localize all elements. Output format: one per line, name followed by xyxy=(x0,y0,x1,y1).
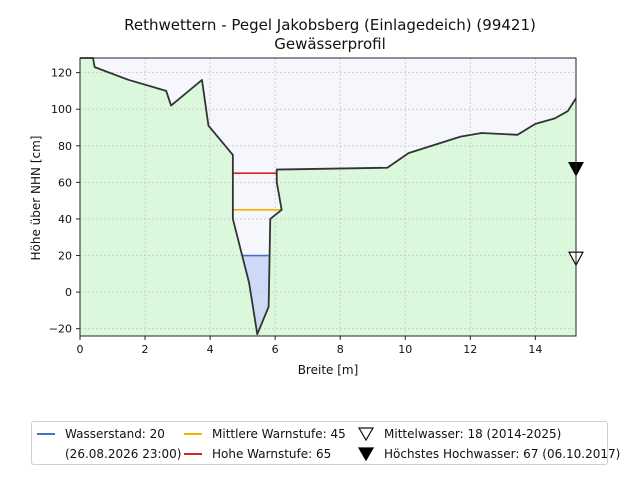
legend-label-wasserstand: Wasserstand: 20 xyxy=(65,427,165,441)
x-tick-label: 6 xyxy=(272,343,279,356)
legend-label-hoechstes-hochwasser: Höchstes Hochwasser: 67 (06.10.2017) xyxy=(384,447,621,461)
x-tick-label: 14 xyxy=(528,343,542,356)
legend-label-mittlere-warnstufe: Mittlere Warnstufe: 45 xyxy=(212,427,346,441)
plot-frame xyxy=(79,57,577,337)
x-tick-label: 0 xyxy=(77,343,84,356)
legend-label-hohe-warnstufe: Hohe Warnstufe: 65 xyxy=(212,447,332,461)
x-axis-label: Breite [m] xyxy=(298,363,359,377)
y-tick-label: −20 xyxy=(49,323,72,336)
y-tick-label: 80 xyxy=(58,140,72,153)
plot-area: 0 2 4 6 8 10 12 14 −20 0 20 40 60 80 100 120 xyxy=(49,57,584,356)
legend-swatch-hohe-warnstufe xyxy=(184,453,202,455)
legend-marker-hoechstes-hochwasser-icon xyxy=(358,447,374,462)
y-tick-label: 0 xyxy=(65,286,72,299)
legend-label-mittelwasser: Mittelwasser: 18 (2014-2025) xyxy=(384,427,562,441)
x-tick-label: 10 xyxy=(398,343,412,356)
y-tick-label: 60 xyxy=(58,176,72,189)
chart-canvas: Rethwettern - Pegel Jakobsberg (Einlaged… xyxy=(29,16,584,377)
legend-marker-mittelwasser-icon xyxy=(358,427,374,442)
legend: Wasserstand: 20 (26.08.2026 23:00) Mittl… xyxy=(31,421,620,465)
legend-swatch-mittlere-warnstufe xyxy=(184,433,202,435)
y-axis-label: Höhe über NHN [cm] xyxy=(29,136,43,261)
y-tick-label: 120 xyxy=(51,67,72,80)
y-tick-label: 40 xyxy=(58,213,72,226)
water-area xyxy=(242,255,270,335)
legend-label-wasserstand-date: (26.08.2026 23:00) xyxy=(65,447,182,461)
x-tick-label: 2 xyxy=(142,343,149,356)
ground-area xyxy=(80,58,576,336)
profile-line xyxy=(80,57,577,336)
x-tick-label: 4 xyxy=(207,343,214,356)
y-tick-label: 20 xyxy=(58,250,72,263)
x-tick-label: 8 xyxy=(337,343,344,356)
legend-swatch-wasserstand xyxy=(37,433,55,435)
x-tick-label: 12 xyxy=(463,343,477,356)
chart-subtitle: Gewässerprofil xyxy=(274,35,386,53)
y-tick-label: 100 xyxy=(51,103,72,116)
chart-title: Rethwettern - Pegel Jakobsberg (Einlaged… xyxy=(124,16,536,34)
